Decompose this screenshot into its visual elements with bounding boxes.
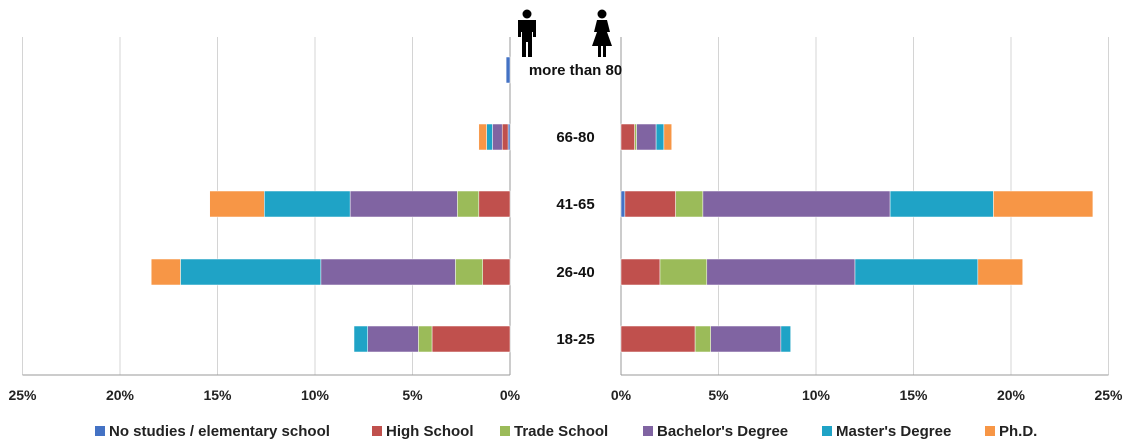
bar-male-1-4	[431, 325, 511, 353]
x-tick-label: 10%	[301, 387, 330, 403]
bar-male-5-3	[150, 258, 181, 286]
male-icon	[518, 9, 536, 57]
bar-male-2-2	[457, 190, 480, 218]
bar-female-5-3	[977, 258, 1023, 286]
bar-male-1-1	[501, 123, 509, 151]
bar-male-1-3	[482, 258, 511, 286]
x-tick-label: 15%	[899, 387, 928, 403]
bar-male-4-4	[353, 325, 368, 353]
legend-label: Bachelor's Degree	[657, 423, 788, 440]
bar-female-2-1	[634, 123, 637, 151]
bar-female-4-2	[889, 190, 994, 218]
bar-male-3-3	[320, 258, 456, 286]
age-label: 18-25	[556, 331, 594, 348]
bar-male-3-1	[492, 123, 503, 151]
labels-layer: more than 80 66-80 41-65 26-40 18-25	[529, 62, 622, 348]
legend-swatch	[985, 426, 995, 436]
bars-layer	[150, 56, 1094, 353]
bar-male-1-2	[478, 190, 511, 218]
age-label: 26-40	[556, 264, 594, 281]
bar-female-5-1	[663, 123, 672, 151]
x-tick-labels: 25% 20% 15% 10% 5% 0% 0% 5% 10% 15% 20% 25%	[8, 387, 1123, 403]
bar-male-4-2	[264, 190, 351, 218]
bar-female-1-1	[620, 123, 635, 151]
legend-label: Master's Degree	[836, 423, 951, 440]
bar-male-3-2	[349, 190, 458, 218]
bar-female-5-2	[993, 190, 1094, 218]
bar-female-3-4	[710, 325, 782, 353]
x-tick-label: 25%	[8, 387, 37, 403]
bar-female-2-2	[675, 190, 704, 218]
legend-label: High School	[386, 423, 474, 440]
bar-male-0-0	[505, 56, 511, 84]
x-tick-label: 15%	[203, 387, 232, 403]
x-tick-label: 0%	[500, 387, 521, 403]
age-label: more than 80	[529, 62, 622, 79]
x-tick-label: 20%	[997, 387, 1026, 403]
bar-female-3-3	[706, 258, 856, 286]
bar-female-1-2	[624, 190, 676, 218]
age-label: 66-80	[556, 129, 594, 146]
bar-female-3-1	[636, 123, 657, 151]
bar-male-0-1	[507, 123, 511, 151]
bar-female-4-1	[655, 123, 665, 151]
legend-label: Trade School	[514, 423, 608, 440]
x-tick-label: 0%	[611, 387, 632, 403]
legend-swatch	[372, 426, 382, 436]
bar-female-2-3	[659, 258, 708, 286]
bar-male-2-3	[455, 258, 483, 286]
bar-female-4-3	[854, 258, 979, 286]
x-tick-label: 25%	[1094, 387, 1123, 403]
gender-icons	[518, 9, 612, 57]
legend-swatch	[643, 426, 653, 436]
bar-male-5-2	[209, 190, 265, 218]
age-label: 41-65	[556, 196, 594, 213]
legend-swatch	[822, 426, 832, 436]
x-tick-label: 5%	[708, 387, 729, 403]
legend-swatch	[500, 426, 510, 436]
bar-female-4-4	[780, 325, 791, 353]
legend-label: Ph.D.	[999, 423, 1037, 440]
x-tick-label: 10%	[802, 387, 831, 403]
bar-female-2-4	[694, 325, 711, 353]
bar-male-4-3	[180, 258, 322, 286]
legend-swatch	[95, 426, 105, 436]
bar-female-0-2	[620, 190, 626, 218]
legend-label: No studies / elementary school	[109, 423, 330, 440]
bar-male-4-1	[486, 123, 493, 151]
bar-female-1-3	[620, 258, 661, 286]
bar-male-2-4	[418, 325, 433, 353]
x-tick-label: 20%	[106, 387, 135, 403]
legend: No studies / elementary school High Schoo…	[95, 423, 1037, 440]
bar-male-5-1	[478, 123, 487, 151]
bar-male-3-4	[367, 325, 419, 353]
female-icon	[592, 9, 612, 57]
bar-female-3-2	[702, 190, 891, 218]
x-tick-label: 5%	[402, 387, 423, 403]
bar-female-1-4	[620, 325, 696, 353]
